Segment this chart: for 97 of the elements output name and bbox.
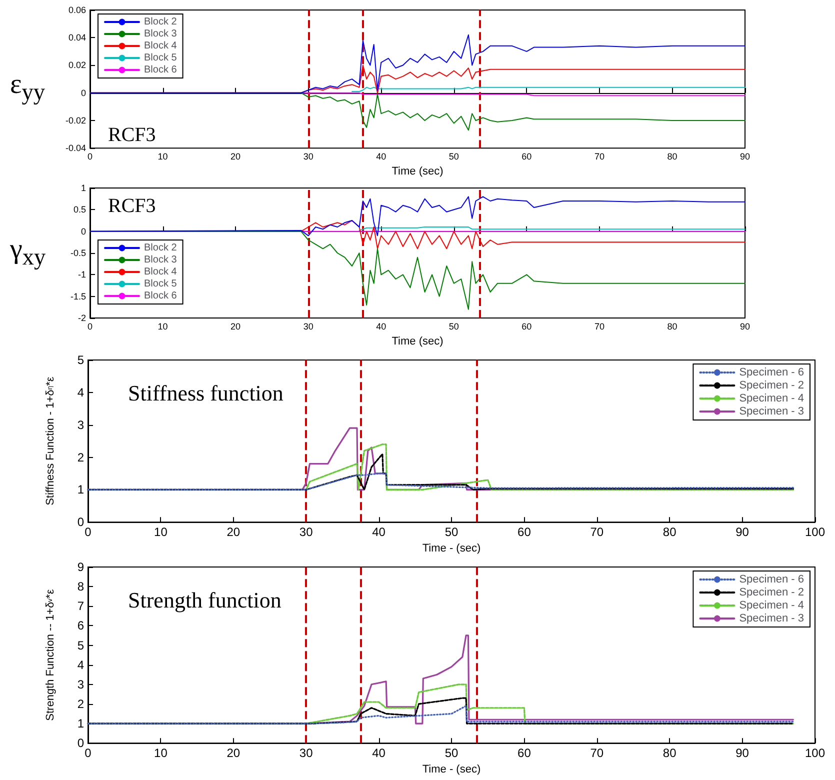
x-axis-title: Time (sec) <box>392 166 444 178</box>
x-axis-title: Time - (sec) <box>422 764 481 776</box>
y-tick-label: 2 <box>77 696 84 711</box>
y-tick-label: 0.06 <box>68 5 86 15</box>
y-tick-label: 4 <box>77 385 84 400</box>
x-tick-label: 50 <box>444 525 458 540</box>
legend-label: Specimen - 6 <box>739 366 804 378</box>
y-tick-label: 3 <box>77 677 84 692</box>
x-tick-label: 90 <box>736 746 750 760</box>
y-tick-label: 1 <box>77 716 84 731</box>
legend-label: Specimen - 3 <box>739 406 804 418</box>
x-tick-label: 50 <box>444 746 458 760</box>
legend-label: Specimen - 6 <box>739 574 804 586</box>
legend-label: Specimen - 4 <box>739 600 804 612</box>
x-tick-label: 80 <box>662 525 677 540</box>
y-tick-label: 3 <box>77 418 84 432</box>
y-axis-title: γ$_{xy}$ <box>10 233 46 273</box>
legend-label: Specimen - 2 <box>739 380 804 392</box>
x-tick-label: 40 <box>372 746 386 760</box>
x-tick-label: 90 <box>740 322 750 332</box>
y-tick-label: 1 <box>77 482 84 497</box>
x-tick-label: 90 <box>740 152 750 162</box>
x-tick-label: 60 <box>522 322 532 332</box>
x-tick-label: 40 <box>376 152 386 162</box>
legend-label: Block 6 <box>144 290 178 302</box>
x-tick-label: 100 <box>804 746 826 760</box>
x-tick-label: 0 <box>87 152 93 162</box>
y-tick-label: 1 <box>80 183 86 193</box>
y-tick-label: 5 <box>77 638 84 652</box>
x-tick-label: 70 <box>590 746 604 760</box>
legend-label: Block 5 <box>144 52 178 64</box>
x-tick-label: 20 <box>230 322 241 332</box>
x-tick-label: 0 <box>87 322 93 332</box>
y-tick-label: 7 <box>77 599 84 614</box>
x-tick-label: 40 <box>372 525 386 540</box>
x-tick-label: 30 <box>303 322 314 332</box>
y-tick-label: 4 <box>77 658 84 672</box>
annotation: RCF3 <box>108 124 156 146</box>
y-tick-label: 0.5 <box>73 204 86 215</box>
x-axis-title: Time (sec) <box>392 335 444 348</box>
y-tick-label: -1 <box>78 270 86 280</box>
y-tick-label: -0.5 <box>70 248 86 258</box>
legend-label: Block 4 <box>144 40 178 52</box>
x-tick-label: 80 <box>667 152 678 162</box>
x-tick-label: 100 <box>804 525 826 540</box>
annotation: RCF3 <box>108 195 156 217</box>
x-tick-label: 10 <box>158 152 168 162</box>
y-tick-label: 0 <box>77 515 84 530</box>
x-tick-label: 30 <box>299 746 314 760</box>
y-tick-label: -0.04 <box>65 143 86 154</box>
legend-label: Block 4 <box>144 266 178 278</box>
y-tick-label: 5 <box>77 353 84 367</box>
y-tick-label: 0.02 <box>68 60 86 70</box>
x-tick-label: 60 <box>518 746 532 760</box>
y-tick-label: 0 <box>77 736 84 750</box>
y-tick-label: 9 <box>77 560 84 574</box>
y-tick-label: -1.5 <box>70 291 86 302</box>
x-tick-label: 60 <box>518 525 532 540</box>
y-axis-title: ε$_{yy}$ <box>10 68 46 108</box>
x-tick-label: 50 <box>448 322 459 332</box>
x-tick-label: 50 <box>448 152 459 162</box>
y-tick-label: -0.02 <box>65 115 86 126</box>
x-tick-label: 10 <box>154 746 168 760</box>
legend-label: Block 3 <box>144 254 178 266</box>
legend-label: Block 2 <box>144 242 178 254</box>
x-tick-label: 20 <box>226 525 240 540</box>
legend-label: Block 6 <box>144 64 178 76</box>
x-tick-label: 40 <box>376 322 386 332</box>
x-tick-label: 10 <box>158 322 168 332</box>
legend-label: Block 3 <box>144 28 178 40</box>
y-tick-label: 6 <box>77 618 84 633</box>
y-tick-label: 0 <box>80 226 86 236</box>
x-tick-label: 20 <box>226 746 240 760</box>
x-tick-label: 30 <box>303 152 314 162</box>
legend-label: Block 5 <box>144 278 178 290</box>
annotation: Strength function <box>128 588 282 612</box>
annotation: Stiffness function <box>128 380 284 406</box>
y-tick-label: 0 <box>80 88 86 98</box>
legend-label: Specimen - 4 <box>739 392 804 404</box>
y-tick-label: 8 <box>77 580 84 594</box>
legend-label: Specimen - 2 <box>739 586 804 598</box>
legend-label: Block 2 <box>144 16 178 28</box>
legend-label: Specimen - 3 <box>739 612 804 624</box>
x-tick-label: 60 <box>522 152 532 162</box>
x-tick-label: 80 <box>667 322 678 332</box>
y-tick-label: -2 <box>78 313 86 323</box>
x-tick-label: 20 <box>230 152 241 162</box>
x-tick-label: 80 <box>662 746 677 760</box>
x-tick-label: 10 <box>154 525 168 540</box>
y-tick-label: 2 <box>77 450 84 464</box>
x-tick-label: 30 <box>299 525 314 540</box>
x-tick-label: 70 <box>590 525 604 540</box>
x-tick-label: 70 <box>594 152 604 162</box>
y-tick-label: 0.04 <box>68 32 86 43</box>
x-tick-label: 70 <box>594 322 604 332</box>
x-tick-label: 90 <box>736 525 750 540</box>
x-axis-title: Time - (sec) <box>422 542 481 554</box>
